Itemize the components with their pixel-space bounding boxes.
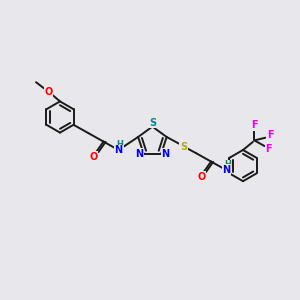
Text: O: O <box>89 152 98 162</box>
Text: H: H <box>116 140 123 149</box>
Text: N: N <box>222 165 230 175</box>
Text: N: N <box>161 149 169 159</box>
Text: F: F <box>267 130 273 140</box>
Text: S: S <box>180 142 187 152</box>
Text: N: N <box>114 145 123 155</box>
Text: O: O <box>44 87 53 97</box>
Text: H: H <box>224 160 231 169</box>
Text: O: O <box>197 172 206 182</box>
Text: S: S <box>149 118 156 128</box>
Text: F: F <box>251 120 258 130</box>
Text: N: N <box>135 149 143 159</box>
Text: F: F <box>266 144 272 154</box>
